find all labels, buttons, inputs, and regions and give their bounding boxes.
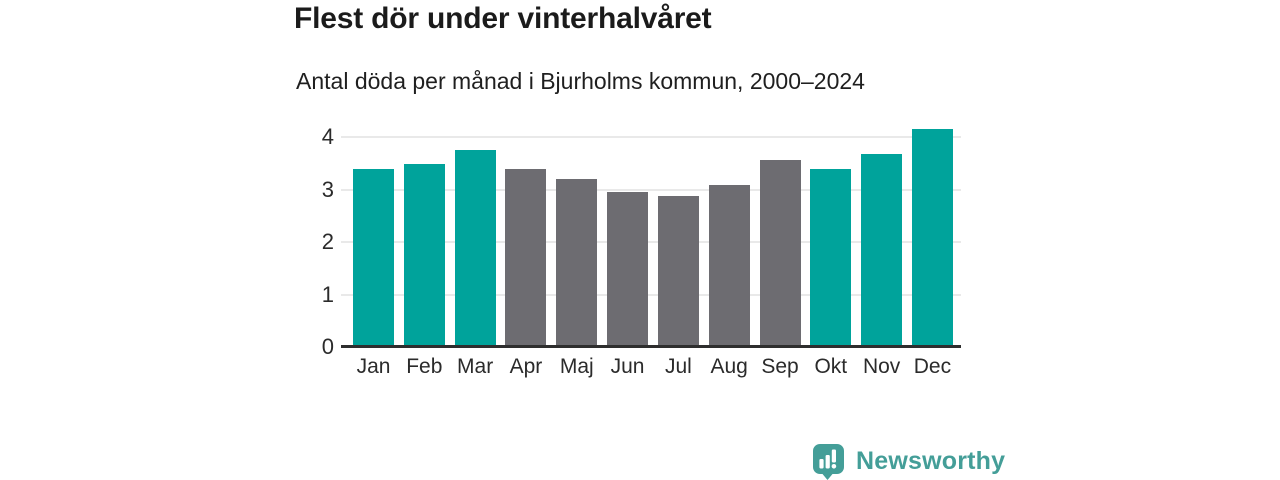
bar-okt — [810, 168, 852, 347]
y-tick-label-4: 4 — [321, 124, 334, 150]
x-tick-label-feb: Feb — [406, 355, 443, 378]
x-tick-label-mar: Mar — [457, 355, 494, 378]
bar-jun — [607, 191, 649, 347]
x-tick-label-okt: Okt — [814, 355, 848, 378]
x-tick-label-aug: Aug — [710, 355, 748, 378]
x-tick-label-jun: Jun — [610, 355, 645, 378]
bar-sep — [759, 160, 801, 347]
bar-mar — [454, 149, 496, 347]
bar-series — [341, 125, 961, 347]
bar-maj — [556, 179, 598, 347]
plot-area — [341, 125, 961, 348]
brand-footer: Newsworthy — [812, 443, 1005, 480]
x-axis: Jan Feb Mar Apr Maj Jun Jul Aug Sep Okt Nov Dec — [341, 355, 961, 379]
gridline-3 — [341, 188, 961, 191]
gridline-4 — [341, 136, 961, 139]
bar-dec — [911, 128, 953, 347]
gridline-2 — [341, 241, 961, 244]
logo-bar-tall — [825, 455, 830, 469]
gridline-1 — [341, 293, 961, 296]
x-tick-label-jan: Jan — [356, 355, 391, 378]
bar-apr — [505, 168, 547, 347]
y-tick-label-1: 1 — [321, 281, 334, 307]
bar-jan — [353, 168, 394, 347]
logo-exclamation-bar — [831, 449, 836, 463]
logo-exclamation-dot — [831, 464, 837, 469]
chart-subtitle: Antal döda per månad i Bjurholms kommun,… — [296, 68, 865, 94]
x-tick-label-nov: Nov — [862, 355, 901, 378]
x-axis-line — [341, 345, 961, 348]
x-tick-label-apr: Apr — [509, 355, 543, 378]
x-tick-label-maj: Maj — [559, 355, 594, 378]
bar-feb — [403, 164, 445, 347]
y-axis: 0 1 2 3 4 — [296, 124, 334, 359]
bar-nov — [861, 153, 903, 347]
brand-name: Newsworthy — [856, 447, 1006, 475]
x-tick-label-dec: Dec — [913, 355, 952, 378]
bar-jul — [657, 195, 699, 347]
y-tick-label-3: 3 — [321, 176, 334, 202]
y-tick-label-0: 0 — [321, 334, 334, 359]
chart-title: Flest dör under vinterhalvåret — [294, 2, 712, 35]
y-tick-label-2: 2 — [321, 229, 334, 255]
logo-bar-short — [819, 459, 824, 469]
newsworthy-logo-icon — [813, 444, 844, 480]
x-tick-label-sep: Sep — [761, 355, 799, 378]
bar-aug — [708, 185, 750, 347]
x-tick-label-jul: Jul — [664, 355, 692, 378]
